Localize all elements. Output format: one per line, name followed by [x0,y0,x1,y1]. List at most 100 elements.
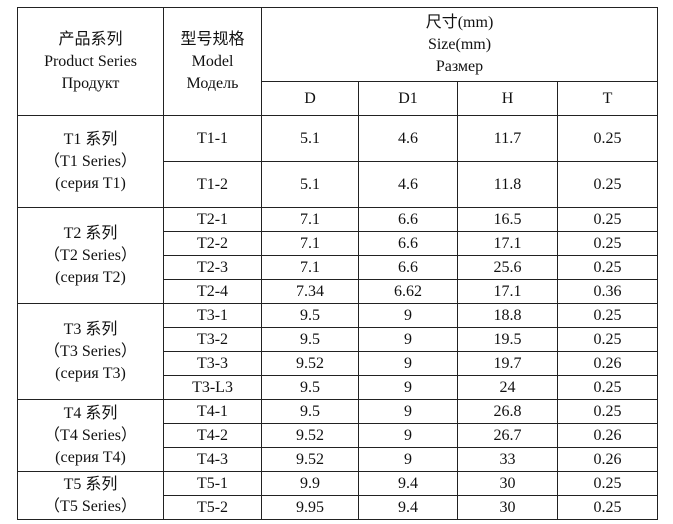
series-label-line: (серия T1) [55,174,126,192]
series-label-line: （T5 Series） [44,497,137,515]
cell-d1: 9 [358,423,458,448]
header-size-ru: Размер [435,57,484,75]
cell-model: T2-1 [163,207,262,232]
table-row: T2-2 7.1 6.6 17.1 0.25 [18,231,658,256]
cell-model: T4-2 [163,423,262,448]
cell-d: 9.5 [261,303,359,328]
cell-t: 0.25 [557,255,658,280]
cell-d: 5.1 [261,161,359,208]
series-label-line: T3 系列 [63,320,118,338]
cell-model: T3-1 [163,303,262,328]
table-row: T5-2 9.95 9.4 30 0.25 [18,495,658,520]
header-model-zh: 型号规格 [180,30,245,48]
cell-model: T2-3 [163,255,262,280]
cell-t: 0.36 [557,279,658,304]
table-row: T2-3 7.1 6.6 25.6 0.25 [18,255,658,280]
table-row: T3 系列 （T3 Series） (серия T3) T3-1 9.5 9 18.8 0.… [17,303,658,400]
table-row: T2-4 7.34 6.62 17.1 0.36 [18,279,658,304]
series-cell: T3 系列 （T3 Series） (серия T3) [17,303,164,400]
table-row: T1-2 5.1 4.6 11.8 0.25 [18,161,658,208]
series-label-line: （T2 Series） [44,246,137,264]
cell-d: 7.1 [261,207,359,232]
cell-h: 26.8 [457,399,558,424]
cell-t: 0.26 [557,447,658,472]
cell-model: T5-2 [163,495,262,520]
cell-h: 33 [457,447,558,472]
cell-t: 0.25 [557,207,658,232]
series-label-line: （T1 Series） [44,152,137,170]
series-cell: T1 系列 （T1 Series） (серия T1) [17,115,164,208]
table-row: T4-2 9.52 9 26.7 0.26 [18,423,658,448]
cell-h: 16.5 [457,207,558,232]
cell-d1: 9 [358,447,458,472]
header-series-en: Product Series [44,52,137,70]
cell-model: T4-3 [163,447,262,472]
header-h: H [457,81,558,116]
cell-model: T3-2 [163,327,262,352]
series-label-line: T4 系列 [63,404,118,422]
cell-t: 0.26 [557,423,658,448]
table-row: T4 系列 （T4 Series） (серия T4) T4-1 9.5 9 26.8 0.… [17,399,658,472]
cell-d1: 9.4 [358,471,458,496]
cell-h: 19.5 [457,327,558,352]
cell-h: 11.8 [457,161,558,208]
spec-table: 产品系列 Product Series Продукт 型号规格 Model М… [17,7,658,520]
cell-model: T3-3 [163,351,262,376]
series-label-line: (серия T4) [55,448,126,466]
header-d1: D1 [358,81,458,116]
series-label-line: （T4 Series） [44,426,137,444]
table-row: T2 系列 （T2 Series） (серия T2) T2-1 7.1 6.6 16.5… [17,207,658,304]
cell-t: 0.25 [557,495,658,520]
header-size-en: Size(mm) [427,35,492,53]
cell-d: 9.9 [261,471,359,496]
cell-d: 9.52 [261,351,359,376]
header-model: 型号规格 Model Модель [163,7,262,116]
cell-h: 25.6 [457,255,558,280]
cell-h: 11.7 [457,115,558,162]
cell-model: T2-4 [163,279,262,304]
cell-d1: 9 [358,303,458,328]
cell-d1: 9 [358,351,458,376]
cell-d: 9.52 [261,423,359,448]
cell-d: 9.52 [261,447,359,472]
cell-d: 7.34 [261,279,359,304]
cell-model: T3-L3 [163,375,262,400]
cell-d1: 6.62 [358,279,458,304]
cell-t: 0.25 [557,399,658,424]
cell-d1: 4.6 [358,115,458,162]
cell-t: 0.25 [557,161,658,208]
cell-d: 9.95 [261,495,359,520]
header-d: D [261,81,359,116]
series-cell: T4 系列 （T4 Series） (серия T4) [17,399,164,472]
table-body: T1 系列 （T1 Series） (серия T1) T1-1 5.1 4.6 11.7… [17,115,658,520]
cell-h: 19.7 [457,351,558,376]
cell-d: 9.5 [261,327,359,352]
cell-d: 5.1 [261,115,359,162]
header-series-ru: Продукт [61,74,120,92]
cell-h: 30 [457,471,558,496]
header-size: 尺寸(mm) Size(mm) Размер [261,7,658,82]
series-label-line: （T3 Series） [44,342,137,360]
series-cell: T2 系列 （T2 Series） (серия T2) [17,207,164,304]
cell-h: 24 [457,375,558,400]
cell-d1: 6.6 [358,207,458,232]
cell-model: T2-2 [163,231,262,256]
table-row: T4-3 9.52 9 33 0.26 [18,447,658,472]
cell-d1: 9 [358,375,458,400]
cell-d1: 4.6 [358,161,458,208]
header-model-ru: Модель [186,74,239,92]
cell-d: 7.1 [261,255,359,280]
header-model-en: Model [191,52,234,70]
cell-d: 9.5 [261,375,359,400]
cell-d1: 6.6 [358,231,458,256]
series-label-line: (серия T2) [55,268,126,286]
header-series-zh: 产品系列 [58,30,123,48]
table-row: T1 系列 （T1 Series） (серия T1) T1-1 5.1 4.6 11.7… [17,115,658,208]
cell-d1: 9 [358,399,458,424]
cell-t: 0.25 [557,231,658,256]
header-product-series: 产品系列 Product Series Продукт [17,7,164,116]
cell-h: 26.7 [457,423,558,448]
cell-h: 30 [457,495,558,520]
cell-t: 0.25 [557,471,658,496]
cell-model: T4-1 [163,399,262,424]
